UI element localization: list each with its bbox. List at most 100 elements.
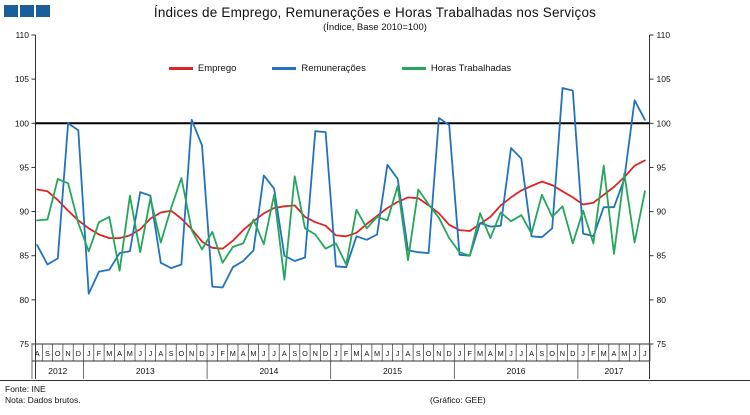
x-month-label: D xyxy=(447,349,452,358)
logo-square xyxy=(36,5,50,17)
legend-swatch-emprego xyxy=(168,67,193,70)
x-month-label: D xyxy=(570,349,575,358)
x-month-label: M xyxy=(621,349,627,358)
x-month-label: N xyxy=(189,349,194,358)
x-month-label: O xyxy=(302,349,308,358)
logo-square xyxy=(4,5,18,17)
x-month-label: J xyxy=(509,349,513,358)
source-note: Fonte: INE xyxy=(5,384,46,394)
x-month-label: O xyxy=(179,349,185,358)
y-tick-label-left: 105 xyxy=(15,74,29,84)
x-month-label: J xyxy=(643,349,647,358)
y-tick-label-left: 95 xyxy=(20,162,30,172)
x-month-label: A xyxy=(364,349,369,358)
y-tick-label-right: 100 xyxy=(657,118,671,128)
x-month-label: J xyxy=(272,349,276,358)
series-line-emprego xyxy=(36,159,646,250)
x-month-label: D xyxy=(323,349,328,358)
legend-swatch-remuneracoes xyxy=(272,67,297,70)
x-month-label: D xyxy=(199,349,204,358)
x-month-label: F xyxy=(220,349,225,358)
legend-item-remuneracoes: Remunerações xyxy=(272,63,366,74)
x-month-label: D xyxy=(76,349,81,358)
x-month-label: N xyxy=(436,349,441,358)
y-tick-label-left: 75 xyxy=(20,339,30,349)
x-month-label: J xyxy=(210,349,214,358)
x-year-label: 2013 xyxy=(136,366,155,376)
chart-subtitle: (Índice, Base 2010=100) xyxy=(323,22,427,33)
x-month-label: F xyxy=(591,349,596,358)
x-month-label: J xyxy=(396,349,400,358)
y-tick-label-right: 110 xyxy=(657,30,671,40)
x-year-label: 2014 xyxy=(259,366,278,376)
x-month-label: N xyxy=(313,349,318,358)
legend-label-remuneracoes: Remunerações xyxy=(301,63,366,74)
x-month-label: M xyxy=(374,349,380,358)
y-tick-label-right: 90 xyxy=(657,207,667,217)
x-month-label: O xyxy=(426,349,432,358)
x-month-label: M xyxy=(601,349,607,358)
y-tick-label-right: 85 xyxy=(657,251,667,261)
legend-label-horas: Horas Trabalhadas xyxy=(430,63,512,74)
data-note: Nota: Dados brutos. xyxy=(5,395,81,405)
x-month-label: A xyxy=(158,349,163,358)
y-tick-label-right: 105 xyxy=(657,74,671,84)
x-month-label: A xyxy=(529,349,534,358)
x-month-label: A xyxy=(241,349,246,358)
legend-item-horas: Horas Trabalhadas xyxy=(401,63,512,74)
x-month-label: S xyxy=(169,349,174,358)
x-month-label: N xyxy=(65,349,70,358)
x-month-label: S xyxy=(539,349,544,358)
x-month-label: F xyxy=(97,349,102,358)
y-tick-label-left: 80 xyxy=(20,295,30,305)
x-month-label: M xyxy=(353,349,359,358)
x-month-label: M xyxy=(250,349,256,358)
x-month-label: J xyxy=(458,349,462,358)
logo-squares xyxy=(4,5,50,17)
legend-item-emprego: Emprego xyxy=(168,63,236,74)
x-month-label: M xyxy=(127,349,133,358)
x-month-label: J xyxy=(633,349,637,358)
y-tick-label-left: 110 xyxy=(15,30,29,40)
credit-note: (Gráfico: GEE) xyxy=(430,395,486,405)
series-line-remuneracoes xyxy=(36,87,646,295)
x-month-label: M xyxy=(106,349,112,358)
legend-swatch-horas xyxy=(401,67,426,70)
x-year-label: 2012 xyxy=(48,366,67,376)
x-month-label: M xyxy=(477,349,483,358)
x-month-label: N xyxy=(560,349,565,358)
x-year-label: 2017 xyxy=(604,366,623,376)
x-month-label: J xyxy=(334,349,338,358)
x-month-label: O xyxy=(55,349,61,358)
x-month-label: J xyxy=(138,349,142,358)
y-tick-label-right: 75 xyxy=(657,339,667,349)
x-month-label: J xyxy=(149,349,153,358)
x-month-label: M xyxy=(498,349,504,358)
x-month-label: A xyxy=(117,349,122,358)
x-month-label: J xyxy=(519,349,523,358)
x-month-label: J xyxy=(581,349,585,358)
legend: Emprego Remunerações Horas Trabalhadas xyxy=(0,63,680,74)
x-month-label: O xyxy=(549,349,555,358)
x-month-label: M xyxy=(230,349,236,358)
y-tick-label-left: 100 xyxy=(15,118,29,128)
x-year-label: 2015 xyxy=(383,366,402,376)
x-month-label: J xyxy=(386,349,390,358)
x-month-label: F xyxy=(468,349,473,358)
page-title: Índices de Emprego, Remunerações e Horas… xyxy=(153,5,597,20)
x-month-label: F xyxy=(344,349,349,358)
x-month-label: A xyxy=(406,349,411,358)
y-tick-label-right: 95 xyxy=(657,162,667,172)
series-line-horas-trabalhadas xyxy=(36,164,646,281)
x-year-label: 2016 xyxy=(507,366,526,376)
x-month-label: J xyxy=(262,349,266,358)
x-month-label: S xyxy=(292,349,297,358)
y-tick-label-left: 85 xyxy=(20,251,30,261)
x-month-label: A xyxy=(612,349,617,358)
x-month-label: S xyxy=(416,349,421,358)
x-month-label: S xyxy=(45,349,50,358)
x-month-label: A xyxy=(282,349,287,358)
logo-square xyxy=(20,5,34,17)
x-month-label: J xyxy=(87,349,91,358)
